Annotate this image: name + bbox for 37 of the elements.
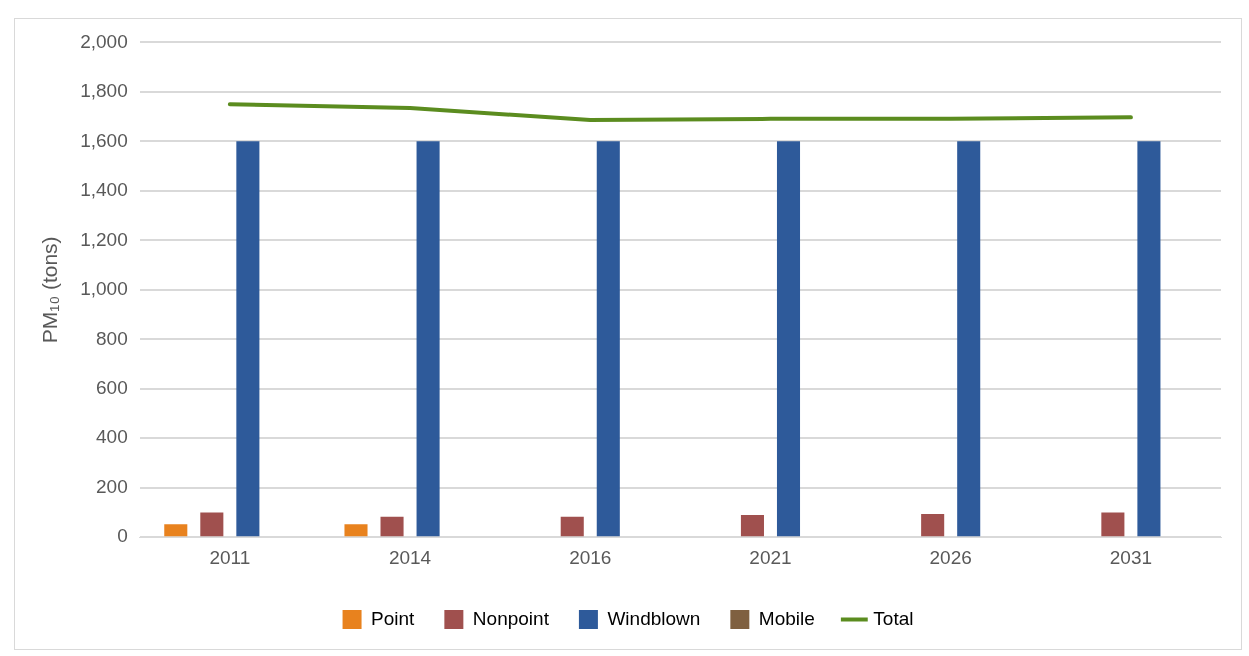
y-tick-label: 2,000 — [80, 30, 128, 52]
x-tick-label: 2011 — [209, 546, 251, 568]
bar — [921, 513, 945, 537]
legend-label: Windblown — [607, 607, 701, 629]
legend-label: Mobile — [758, 607, 815, 629]
bar — [236, 141, 260, 537]
y-tick-label: 0 — [117, 525, 128, 547]
bar — [740, 514, 764, 537]
y-tick-label: 800 — [96, 327, 128, 349]
y-axis-title: PM₁₀ (tons) — [38, 236, 62, 344]
bar — [416, 141, 440, 537]
y-tick-label: 1,200 — [80, 228, 128, 250]
y-tick-label: 400 — [96, 426, 128, 448]
bar — [380, 516, 404, 537]
y-tick-label: 600 — [96, 376, 128, 398]
bar — [957, 141, 981, 537]
bar — [1101, 512, 1125, 537]
bar — [776, 141, 801, 537]
y-tick-label: 200 — [96, 475, 128, 497]
bar — [200, 512, 224, 537]
bar — [344, 524, 368, 537]
x-tick-label: 2021 — [749, 546, 792, 568]
bar — [164, 524, 188, 537]
y-tick-label: 1,400 — [80, 179, 128, 201]
bar — [596, 141, 620, 537]
bar — [1137, 141, 1161, 537]
x-tick-label: 2014 — [388, 546, 432, 568]
x-tick-label: 2016 — [569, 546, 612, 568]
y-tick-label: 1,800 — [80, 80, 128, 102]
legend-label: Total — [873, 607, 914, 629]
y-tick-label: 1,600 — [80, 129, 128, 151]
x-tick-label: 2026 — [929, 546, 972, 568]
y-tick-label: 1,000 — [80, 278, 128, 300]
x-tick-label: 2031 — [1109, 546, 1153, 568]
legend-label: Point — [371, 607, 416, 629]
legend-label: Nonpoint — [472, 607, 550, 629]
bar — [560, 516, 584, 537]
